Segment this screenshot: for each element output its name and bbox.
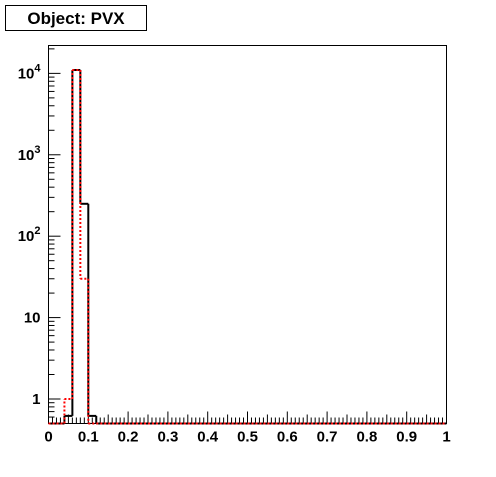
- x-tick-label: 0.2: [118, 429, 139, 446]
- x-tick-label: 0.5: [237, 429, 258, 446]
- y-tick-label: 102: [18, 225, 41, 245]
- x-tick-label: 0.3: [157, 429, 178, 446]
- y-tick-label: 104: [18, 62, 42, 82]
- x-tick-label: 0.7: [317, 429, 338, 446]
- y-tick-label: 10: [24, 310, 41, 327]
- x-tick-label: 0.8: [356, 429, 377, 446]
- x-tick-label: 0.6: [277, 429, 298, 446]
- chart-title: Object: PVX: [27, 9, 125, 28]
- x-tick-label: 0: [44, 429, 52, 446]
- x-tick-label: 0.9: [396, 429, 417, 446]
- x-tick-label: 0.4: [197, 429, 219, 446]
- x-tick-label: 0.1: [78, 429, 99, 446]
- x-tick-label: 1: [442, 429, 450, 446]
- y-tick-label: 103: [18, 144, 41, 164]
- y-tick-label: 1: [32, 391, 40, 408]
- title-box: [5, 5, 147, 31]
